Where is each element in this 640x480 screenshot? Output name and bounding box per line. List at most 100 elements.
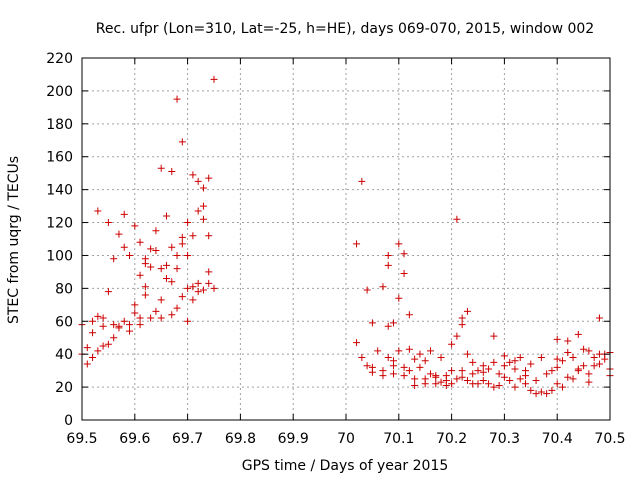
data-point-marker xyxy=(395,347,403,355)
data-point-marker xyxy=(194,288,202,296)
data-point-marker xyxy=(131,309,139,317)
data-point-marker xyxy=(574,330,582,338)
data-point-marker xyxy=(152,307,160,315)
data-point-marker xyxy=(601,355,609,363)
data-point-marker xyxy=(104,219,112,227)
data-point-marker xyxy=(458,321,466,329)
data-point-marker xyxy=(115,324,123,332)
y-tick-label: 80 xyxy=(55,281,73,297)
data-point-marker xyxy=(110,255,118,263)
data-point-marker xyxy=(89,353,97,361)
data-point-marker xyxy=(126,251,134,259)
y-tick-label: 20 xyxy=(55,380,73,396)
data-point-marker xyxy=(363,362,371,370)
data-point-marker xyxy=(136,238,144,246)
data-point-marker xyxy=(448,367,456,375)
data-point-marker xyxy=(358,353,366,361)
data-point-marker xyxy=(506,377,514,385)
data-point-marker xyxy=(184,251,192,259)
data-point-marker xyxy=(178,293,186,301)
data-point-marker xyxy=(189,232,197,240)
data-point-marker xyxy=(553,380,561,388)
data-point-marker xyxy=(522,380,530,388)
data-point-marker xyxy=(558,357,566,365)
data-point-marker xyxy=(210,284,218,292)
data-point-marker xyxy=(463,377,471,385)
data-point-marker xyxy=(485,365,493,373)
data-point-marker xyxy=(104,340,112,348)
data-point-marker xyxy=(157,265,165,273)
data-point-marker xyxy=(147,263,155,271)
data-point-marker xyxy=(199,184,207,192)
data-point-marker xyxy=(99,314,107,322)
data-point-marker xyxy=(479,362,487,370)
x-tick-label: 69.6 xyxy=(119,431,150,447)
data-point-marker xyxy=(136,314,144,322)
data-point-marker xyxy=(516,375,524,383)
data-point-marker xyxy=(574,365,582,373)
data-point-marker xyxy=(437,353,445,361)
data-point-marker xyxy=(110,334,118,342)
data-point-marker xyxy=(564,349,572,357)
data-point-marker xyxy=(131,301,139,309)
data-point-marker xyxy=(384,322,392,330)
data-point-marker xyxy=(506,358,514,366)
x-tick-labels: 69.5 69.6 69.7 69.8 69.9 70 70.1 70.2 70.3 70.4 70… xyxy=(66,431,625,447)
data-point-marker xyxy=(99,342,107,350)
data-point-marker xyxy=(162,212,170,220)
x-tick-label: 69.5 xyxy=(66,431,97,447)
data-point-marker xyxy=(379,372,387,380)
data-point-marker xyxy=(83,344,91,352)
data-point-marker xyxy=(390,370,398,378)
data-point-marker xyxy=(120,210,128,218)
data-point-marker xyxy=(411,381,419,389)
data-point-marker xyxy=(157,164,165,172)
data-point-marker xyxy=(527,386,535,394)
data-point-marker xyxy=(368,368,376,376)
x-tick-label: 70 xyxy=(337,431,355,447)
data-point-marker xyxy=(141,283,149,291)
y-tick-label: 180 xyxy=(46,117,73,133)
data-point-marker xyxy=(199,286,207,294)
data-point-marker xyxy=(553,363,561,371)
data-point-marker xyxy=(421,380,429,388)
data-point-marker xyxy=(94,312,102,320)
x-tick-label: 70.3 xyxy=(489,431,520,447)
data-point-marker xyxy=(543,390,551,398)
data-point-marker xyxy=(173,304,181,312)
data-point-marker xyxy=(516,353,524,361)
data-point-marker xyxy=(453,332,461,340)
y-tick-labels: 0 20 40 60 80 100 120 140 160 180 200 220 xyxy=(46,51,73,429)
data-point-marker xyxy=(194,177,202,185)
data-point-marker xyxy=(104,288,112,296)
data-point-marker xyxy=(178,240,186,248)
data-point-marker xyxy=(543,370,551,378)
data-point-marker xyxy=(120,243,128,251)
data-point-marker xyxy=(115,230,123,238)
data-point-marker xyxy=(184,284,192,292)
data-point-marker xyxy=(495,381,503,389)
data-point-marker xyxy=(469,358,477,366)
data-point-marker xyxy=(395,240,403,248)
data-point-marker xyxy=(126,327,134,335)
data-point-marker xyxy=(184,317,192,325)
data-point-marker xyxy=(585,378,593,386)
grid-layer xyxy=(82,58,610,420)
data-point-marker xyxy=(162,274,170,282)
data-point-marker xyxy=(353,240,361,248)
data-point-marker xyxy=(458,373,466,381)
data-point-marker xyxy=(147,245,155,253)
data-point-marker xyxy=(479,368,487,376)
data-point-marker xyxy=(384,261,392,269)
data-point-marker xyxy=(194,207,202,215)
data-point-marker xyxy=(94,347,102,355)
data-point-marker xyxy=(157,296,165,304)
data-point-marker xyxy=(453,375,461,383)
data-point-marker xyxy=(558,383,566,391)
data-point-marker xyxy=(189,283,197,291)
data-point-marker xyxy=(416,350,424,358)
data-point-marker xyxy=(553,335,561,343)
data-point-marker xyxy=(368,319,376,327)
data-point-marker xyxy=(384,251,392,259)
data-point-marker xyxy=(358,177,366,185)
